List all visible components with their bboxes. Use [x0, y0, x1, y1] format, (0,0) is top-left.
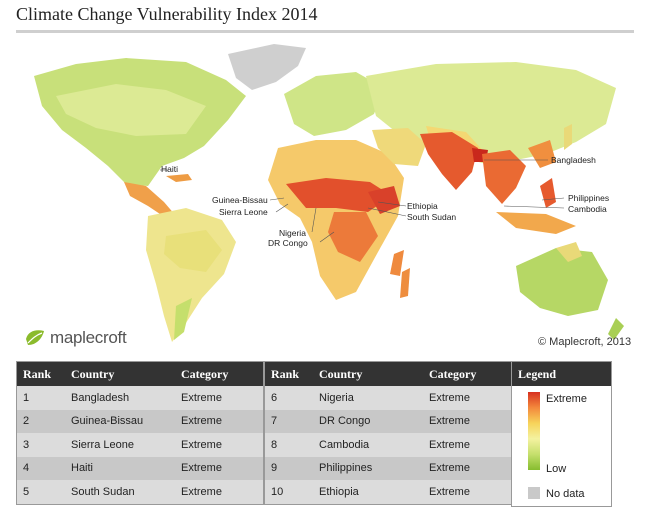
map-label-ethiopia: Ethiopia	[407, 201, 438, 211]
table-row: 10 Ethiopia Extreme	[265, 480, 511, 504]
category-cell: Extreme	[429, 438, 470, 451]
rank-cell: 6	[271, 391, 278, 404]
header-rank: Rank	[23, 366, 52, 381]
category-cell: Extreme	[181, 462, 222, 475]
middle-east-region	[372, 128, 426, 166]
brand-name: maplecroft	[50, 328, 127, 347]
category-cell: Extreme	[429, 462, 470, 475]
category-cell: Extreme	[181, 438, 222, 451]
table-row: 8 Cambodia Extreme	[265, 433, 511, 457]
greenland-region	[228, 44, 306, 90]
table-row: 9 Philippines Extreme	[265, 456, 511, 480]
legend-title: Legend	[512, 362, 611, 386]
country-cell: South Sudan	[71, 485, 135, 498]
category-cell: Extreme	[429, 391, 470, 404]
country-cell: Guinea-Bissau	[71, 415, 144, 428]
map-label-guinea-bissau: Guinea-Bissau	[212, 195, 268, 205]
maplecroft-leaf-icon	[26, 330, 44, 345]
country-cell: DR Congo	[319, 415, 371, 428]
rank-cell: 2	[23, 415, 30, 428]
rank-cell: 4	[23, 462, 30, 475]
header-rank: Rank	[271, 366, 300, 381]
country-cell: Philippines	[319, 462, 373, 475]
title-divider	[16, 30, 634, 33]
table-row: 5 South Sudan Extreme	[17, 480, 263, 504]
table-row: 7 DR Congo Extreme	[265, 409, 511, 433]
header-category: Category	[429, 366, 477, 381]
map-legend: Legend Extreme Low No data	[511, 361, 612, 507]
world-map	[34, 44, 624, 342]
south-asia-region	[420, 132, 478, 190]
legend-no-data-swatch	[528, 487, 540, 499]
country-cell: Nigeria	[319, 391, 354, 404]
ranking-table-right: Rank Country Category 6 Nigeria Extreme …	[264, 361, 512, 505]
country-cell: Haiti	[71, 462, 94, 475]
table-row: 2 Guinea-Bissau Extreme	[17, 409, 263, 433]
country-cell: Ethiopia	[319, 485, 359, 498]
map-label-philippines: Philippines	[568, 193, 610, 203]
central-america-region	[124, 182, 176, 218]
category-cell: Extreme	[181, 485, 222, 498]
rank-cell: 10	[271, 485, 284, 498]
south-america-region	[146, 208, 236, 342]
rank-cell: 1	[23, 391, 30, 404]
legend-low-label: Low	[546, 463, 567, 475]
copyright-text: © Maplecroft, 2013	[538, 336, 632, 348]
map-label-cambodia: Cambodia	[568, 204, 607, 214]
southeast-asia-region	[482, 150, 526, 204]
australia-region	[516, 248, 608, 316]
map-label-bangladesh: Bangladesh	[551, 155, 596, 165]
legend-extreme-label: Extreme	[546, 393, 587, 405]
map-label-dr-congo: DR Congo	[268, 238, 308, 248]
map-label-south-sudan: South Sudan	[407, 212, 457, 222]
table-header: Rank Country Category	[17, 362, 263, 386]
header-country: Country	[71, 366, 115, 381]
rank-cell: 3	[23, 438, 30, 451]
category-cell: Extreme	[181, 415, 222, 428]
country-cell: Sierra Leone	[71, 438, 134, 451]
rank-cell: 9	[271, 462, 278, 475]
legend-no-data-label: No data	[546, 488, 585, 500]
table-header: Rank Country Category	[265, 362, 511, 386]
header-category: Category	[181, 366, 229, 381]
table-row: 4 Haiti Extreme	[17, 456, 263, 480]
table-row: 3 Sierra Leone Extreme	[17, 433, 263, 457]
map-label-haiti: Haiti	[161, 164, 179, 174]
category-cell: Extreme	[429, 485, 470, 498]
page-title: Climate Change Vulnerability Index 2014	[16, 4, 318, 24]
rank-cell: 7	[271, 415, 278, 428]
map-label-nigeria: Nigeria	[279, 228, 306, 238]
header-country: Country	[319, 366, 363, 381]
country-cell: Cambodia	[319, 438, 370, 451]
category-cell: Extreme	[181, 391, 222, 404]
legend-color-scale	[528, 392, 540, 470]
europe-region	[284, 72, 384, 136]
rank-cell: 8	[271, 438, 278, 451]
country-cell: Bangladesh	[71, 391, 130, 404]
ranking-table-left: Rank Country Category 1 Bangladesh Extre…	[16, 361, 264, 505]
maplecroft-logo: maplecroft	[24, 328, 127, 348]
table-row: 6 Nigeria Extreme	[265, 386, 511, 410]
map-label-sierra-leone: Sierra Leone	[219, 207, 268, 217]
table-row: 1 Bangladesh Extreme	[17, 386, 263, 410]
rank-cell: 5	[23, 485, 30, 498]
category-cell: Extreme	[429, 415, 470, 428]
